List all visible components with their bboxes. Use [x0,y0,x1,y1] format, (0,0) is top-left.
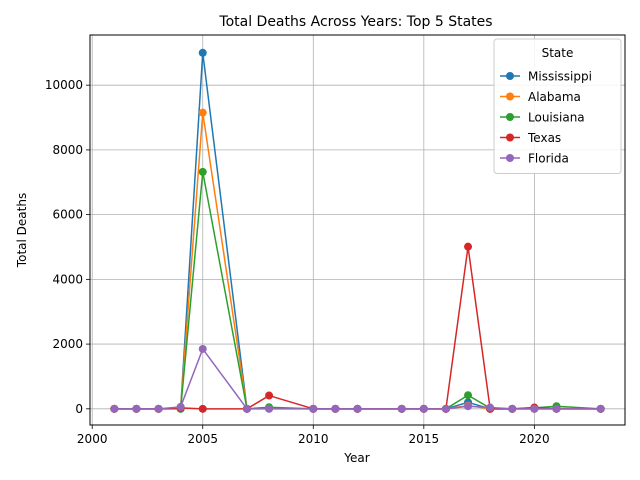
series-layer [110,48,605,413]
y-tick-label: 4000 [52,272,83,286]
data-point [441,404,450,413]
data-point [508,404,517,413]
y-axis-label: Total Deaths [15,193,29,268]
data-point [596,404,605,413]
data-point [176,402,185,411]
legend-label: Texas [527,131,561,145]
data-point [132,404,141,413]
data-point [530,404,539,413]
x-tick-label: 2020 [519,432,550,446]
y-tick-label: 6000 [52,208,83,222]
legend-marker [506,113,514,121]
data-point [265,404,274,413]
x-tick-label: 2015 [409,432,440,446]
legend-title: State [542,46,574,60]
series-line-florida [114,348,601,410]
legend-label: Louisiana [528,111,585,125]
data-point [198,48,207,57]
data-point [464,402,473,411]
axis-ticks: 2000 2005 2010 2015 2020 0 2000 4000 6000 8000 100… [45,78,550,446]
legend-marker [506,133,514,142]
y-tick-label: 0 [75,402,83,416]
legend-marker [506,92,514,101]
data-point [397,404,406,413]
legend: State Mississippi Alabama Louisiana Texas Flo… [493,38,622,174]
legend-label: Alabama [528,90,581,104]
legend-marker [506,154,514,162]
plot-frame [89,34,626,426]
data-point [464,391,473,400]
data-point [198,404,207,413]
data-point [486,403,495,412]
legend-marker [506,72,514,80]
y-tick-label: 2000 [52,337,83,351]
data-point [154,404,163,413]
data-point [198,167,207,176]
y-tick-label: 8000 [52,143,83,157]
data-point [110,404,119,413]
data-point [353,404,362,413]
legend-box [493,38,622,174]
x-tick-label: 2010 [298,432,329,446]
chart-title: Total Deaths Across Years: Top 5 States [218,14,492,30]
data-point [309,404,318,413]
data-point [265,391,274,400]
data-point [198,108,207,117]
data-point [552,404,561,413]
y-tick-label: 10000 [45,78,83,92]
legend-label: Florida [528,152,569,166]
data-point [198,344,207,353]
x-tick-label: 2005 [187,432,218,446]
legend-label: Mississippi [528,70,592,84]
data-point [464,242,473,251]
data-point [331,404,340,413]
x-tick-label: 2000 [77,432,108,446]
data-point [242,404,251,413]
data-point [419,404,428,413]
x-axis-label: Year [343,451,369,465]
